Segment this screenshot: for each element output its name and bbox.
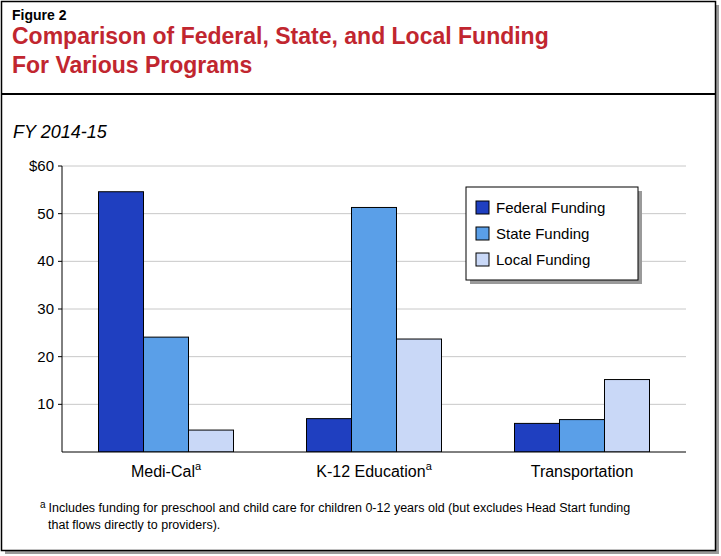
category: Transportation (531, 463, 634, 480)
bars (99, 192, 650, 452)
title: Comparison of Federal, State, and Local … (12, 23, 549, 49)
y-tick (58, 166, 62, 167)
title: For Various Programs (12, 52, 252, 78)
y-tick-label: 50 (37, 205, 54, 222)
footnote-marker: a (426, 460, 433, 472)
title-rule (2, 93, 715, 95)
figure-label: Figure 2 (12, 7, 67, 23)
y-tick (58, 261, 62, 262)
bar (99, 192, 144, 452)
y-tick-label: 30 (37, 300, 54, 317)
legend-label: Federal Funding (496, 199, 605, 216)
grid-line (62, 166, 686, 167)
subtitle: FY 2014-15 (13, 122, 108, 142)
bar (397, 339, 442, 452)
x-tick-label: Medi-Cala (131, 460, 202, 480)
category: Medi-Cal (131, 463, 195, 480)
bar (144, 337, 189, 452)
x-tick-label: K-12 Educationa (316, 460, 432, 480)
x-tick-label: Transportation (531, 463, 634, 480)
y-axis (62, 166, 63, 452)
x-axis (62, 452, 686, 453)
bar (515, 423, 560, 452)
y-tick (58, 356, 62, 357)
footnote: aIncludes funding for preschool and chil… (40, 499, 630, 532)
legend (466, 187, 638, 280)
legend-swatch (476, 227, 489, 240)
category: K-12 Education (316, 463, 425, 480)
bar (189, 430, 234, 452)
bar (352, 207, 397, 452)
legend-swatch (476, 253, 489, 266)
legend-label: Local Funding (496, 251, 590, 268)
y-tick-label: 10 (37, 395, 54, 412)
footnote-line: that flows directly to providers). (48, 518, 220, 532)
bar (560, 420, 605, 452)
y-tick-label: 40 (37, 252, 54, 269)
bar (307, 419, 352, 452)
footnote-line: Includes funding for preschool and child… (49, 501, 631, 515)
footnote-marker: a (40, 499, 46, 510)
legend-swatch (476, 201, 489, 214)
y-tick (58, 309, 62, 310)
frame (2, 2, 716, 551)
legend-label: State Funding (496, 225, 589, 242)
y-tick-label: $60 (29, 157, 54, 174)
y-tick (58, 213, 62, 214)
chart: Figure 2Comparison of Federal, State, an… (0, 0, 721, 556)
y-tick-label: 20 (37, 348, 54, 365)
y-tick (58, 404, 62, 405)
bar (605, 380, 650, 452)
footnote-marker: a (195, 460, 202, 472)
